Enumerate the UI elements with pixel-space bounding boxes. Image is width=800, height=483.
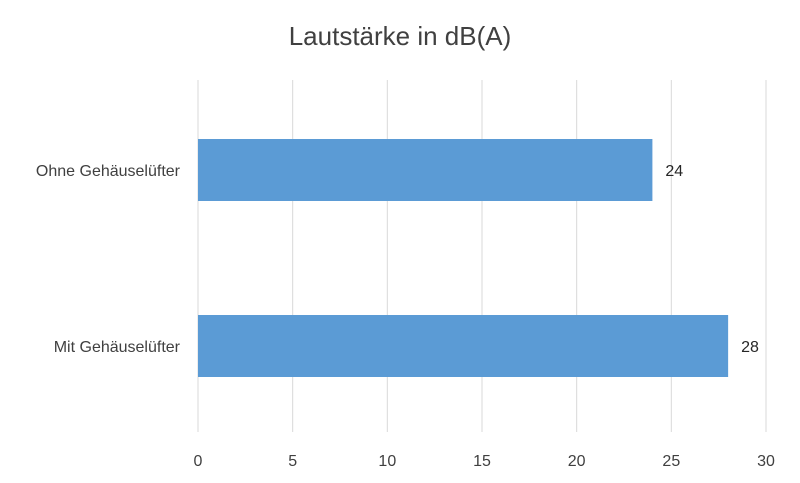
x-tick-label: 15 [473, 453, 491, 470]
chart-title: Lautstärke in dB(A) [289, 21, 512, 51]
gridlines [197, 80, 767, 432]
bar [198, 139, 653, 201]
category-axis: Ohne Gehäuselüfter Mit Gehäuselüfter [36, 163, 181, 356]
x-tick-label: 30 [757, 453, 775, 470]
category-label: Ohne Gehäuselüfter [36, 163, 181, 180]
data-label: 28 [741, 339, 759, 356]
value-axis: 0 5 10 15 20 25 30 [194, 453, 775, 470]
data-labels: 24 28 [665, 163, 759, 356]
bars [198, 139, 729, 377]
x-tick-label: 5 [288, 453, 297, 470]
x-tick-label: 10 [378, 453, 396, 470]
data-label: 24 [665, 163, 683, 180]
x-tick-label: 0 [194, 453, 203, 470]
x-tick-label: 25 [662, 453, 680, 470]
category-label: Mit Gehäuselüfter [54, 339, 181, 356]
x-tick-label: 20 [568, 453, 586, 470]
bar [198, 315, 729, 377]
